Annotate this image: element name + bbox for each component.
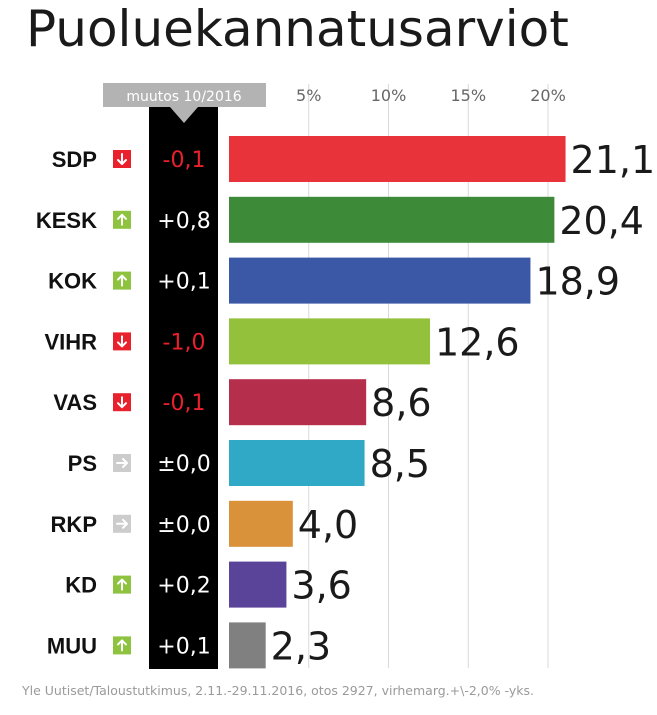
bar-row-muu: MUU +0,1 2,3 <box>47 622 331 669</box>
trend-arrow-glyph <box>116 458 128 468</box>
change-value: +0,1 <box>157 270 210 295</box>
bar <box>229 136 566 182</box>
change-value: +0,2 <box>157 574 210 599</box>
bar-row-kok: KOK +0,1 18,9 <box>48 257 620 304</box>
bar-value-label: 2,3 <box>271 624 331 668</box>
bar-value-label: 18,9 <box>535 260 620 304</box>
change-header-background <box>103 83 266 107</box>
arrow-right-icon <box>113 514 131 533</box>
change-value: +0,1 <box>157 634 210 659</box>
bar-row-vas: VAS -0,1 8,6 <box>53 379 432 426</box>
bar-value-label: 4,0 <box>298 503 358 547</box>
party-label: PS <box>68 451 97 476</box>
party-label: SDP <box>52 147 97 172</box>
source-note: Yle Uutiset/Taloustutkimus, 2.11.-29.11.… <box>21 683 534 698</box>
arrow-down-icon <box>113 150 131 168</box>
trend-arrow-glyph <box>117 578 127 591</box>
change-value: -1,0 <box>163 330 206 355</box>
bar-row-vihr: VIHR -1,0 12,6 <box>44 318 520 365</box>
arrow-up-icon <box>113 271 131 290</box>
party-label: KESK <box>36 208 97 233</box>
x-tick-label: 15% <box>450 86 486 105</box>
change-value: ±0,0 <box>157 452 210 477</box>
bar-value-label: 8,6 <box>371 381 431 425</box>
arrow-right-icon <box>113 454 131 472</box>
bar-rows: SDP -0,1 21,1 KESK +0,8 20,4 KOK +0,1 18,9 VIHR -1… <box>36 136 655 669</box>
party-label: RKP <box>51 512 97 537</box>
change-column-background <box>149 104 218 669</box>
trend-arrow-glyph <box>117 335 127 348</box>
change-header-pointer <box>170 107 198 123</box>
trend-arrow-glyph <box>117 213 127 226</box>
bar-value-label: 12,6 <box>435 320 520 364</box>
bar-value-label: 20,4 <box>559 199 644 243</box>
arrow-up-icon <box>113 210 131 229</box>
party-label: KOK <box>48 269 97 294</box>
bar <box>229 318 430 365</box>
trend-arrow-glyph <box>117 153 127 165</box>
bar <box>229 561 287 608</box>
x-tick-label: 20% <box>530 86 566 105</box>
bar-row-rkp: RKP ±0,0 4,0 <box>51 500 358 547</box>
bar <box>229 500 293 547</box>
trend-arrow-glyph <box>117 639 127 652</box>
party-label: MUU <box>47 633 97 658</box>
bar <box>229 257 531 304</box>
trend-arrow-glyph <box>116 518 128 529</box>
party-label: KD <box>65 573 97 598</box>
x-tick-label: 5% <box>296 86 321 105</box>
trend-arrow-glyph <box>117 274 127 287</box>
bar-row-kesk: KESK +0,8 20,4 <box>36 196 644 243</box>
bar <box>229 622 266 669</box>
arrow-down-icon <box>113 393 131 412</box>
bar-row-ps: PS ±0,0 8,5 <box>68 440 430 486</box>
x-axis-ticks: 5% 10% 15% 20% <box>296 86 566 105</box>
x-tick-label: 10% <box>371 86 407 105</box>
trend-arrow-glyph <box>117 396 127 409</box>
arrow-down-icon <box>113 332 131 351</box>
bar <box>229 379 367 426</box>
arrow-up-icon <box>113 636 131 655</box>
bar-value-label: 21,1 <box>571 138 656 182</box>
bar-row-sdp: SDP -0,1 21,1 <box>52 136 655 182</box>
change-value: +0,8 <box>157 209 210 234</box>
party-label: VIHR <box>44 329 97 354</box>
bar-value-label: 8,5 <box>370 442 430 486</box>
arrow-up-icon <box>113 575 131 594</box>
chart-title: Puoluekannatusarviot <box>26 0 569 58</box>
change-value: -0,1 <box>163 391 206 416</box>
change-header-label: muutos 10/2016 <box>126 89 241 105</box>
change-value: ±0,0 <box>157 513 210 538</box>
change-value: -0,1 <box>163 148 206 173</box>
bar-row-kd: KD +0,2 3,6 <box>65 561 352 608</box>
party-label: VAS <box>53 390 97 415</box>
bar <box>229 440 365 486</box>
bar-value-label: 3,6 <box>291 564 351 608</box>
bar <box>229 196 555 243</box>
